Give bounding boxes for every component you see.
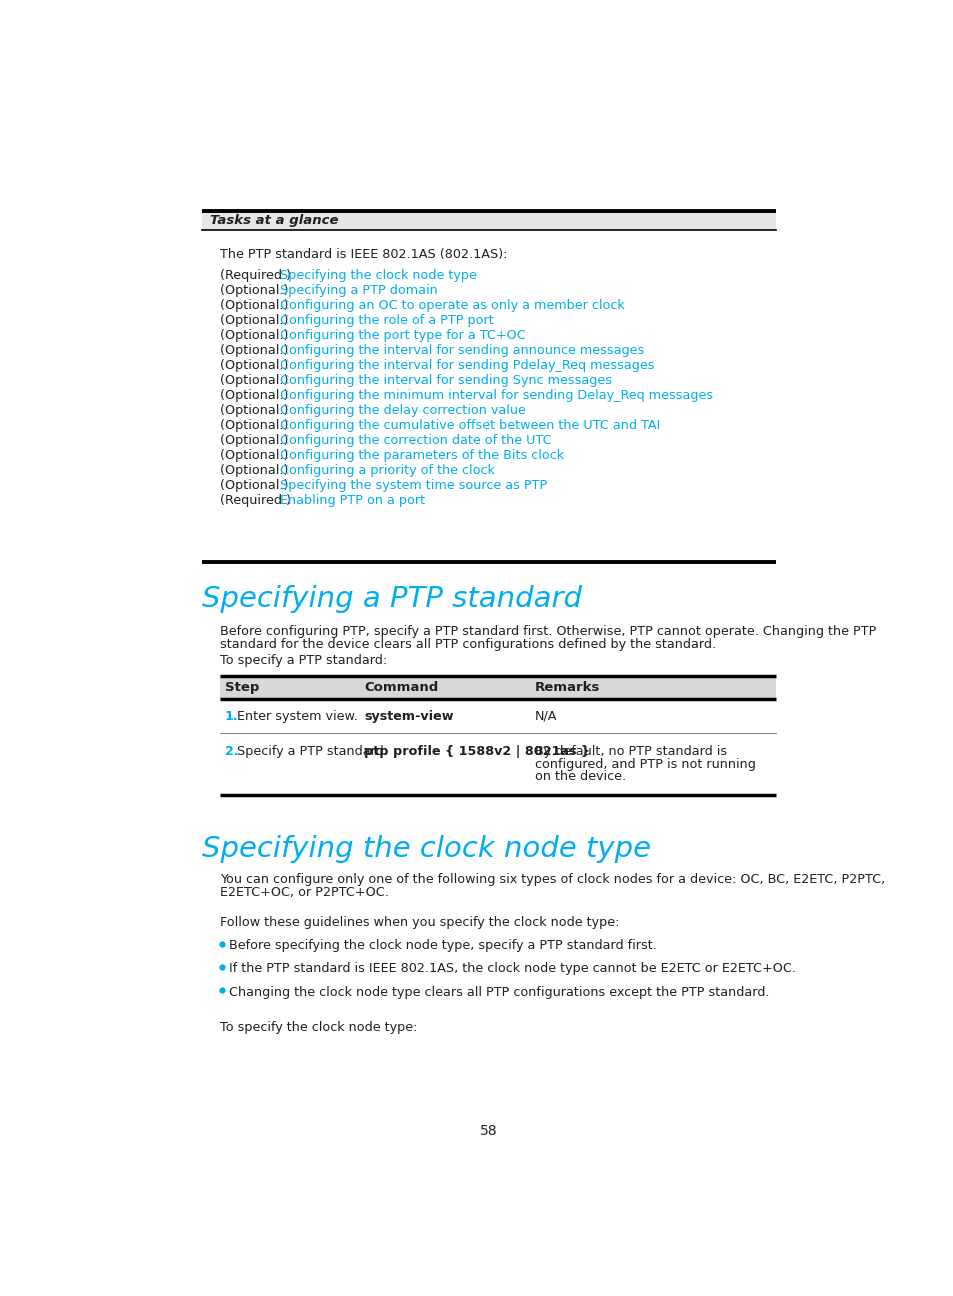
Text: Specifying the clock node type: Specifying the clock node type <box>202 835 651 863</box>
Text: (Optional.): (Optional.) <box>220 464 292 477</box>
Text: Before configuring PTP, specify a PTP standard first. Otherwise, PTP cannot oper: Before configuring PTP, specify a PTP st… <box>220 625 876 638</box>
Text: Configuring the interval for sending announce messages: Configuring the interval for sending ann… <box>280 343 644 356</box>
Text: Tasks at a glance: Tasks at a glance <box>210 214 338 227</box>
Text: Configuring a priority of the clock: Configuring a priority of the clock <box>280 464 495 477</box>
Text: (Required.): (Required.) <box>220 494 294 507</box>
Text: Configuring the interval for sending Sync messages: Configuring the interval for sending Syn… <box>280 373 612 386</box>
Text: configured, and PTP is not running: configured, and PTP is not running <box>534 758 755 771</box>
Text: Configuring the role of a PTP port: Configuring the role of a PTP port <box>280 314 494 327</box>
Text: Remarks: Remarks <box>534 682 599 695</box>
Text: (Optional.): (Optional.) <box>220 389 292 402</box>
Text: (Optional.): (Optional.) <box>220 404 292 417</box>
Text: E2ETC+OC, or P2PTC+OC.: E2ETC+OC, or P2PTC+OC. <box>220 886 389 899</box>
Text: The PTP standard is IEEE 802.1AS (802.1AS):: The PTP standard is IEEE 802.1AS (802.1A… <box>220 248 507 260</box>
Text: (Optional.): (Optional.) <box>220 329 292 342</box>
Text: Configuring the interval for sending Pdelay_Req messages: Configuring the interval for sending Pde… <box>280 359 655 372</box>
Text: Configuring the cumulative offset between the UTC and TAI: Configuring the cumulative offset betwee… <box>280 419 660 432</box>
Text: (Optional.): (Optional.) <box>220 448 292 461</box>
Text: Specify a PTP standard.: Specify a PTP standard. <box>236 745 388 758</box>
Text: 2.: 2. <box>224 745 238 758</box>
Text: Step: Step <box>224 682 259 695</box>
Text: Configuring the minimum interval for sending Delay_Req messages: Configuring the minimum interval for sen… <box>280 389 713 402</box>
Text: To specify the clock node type:: To specify the clock node type: <box>220 1021 417 1034</box>
Text: Specifying the clock node type: Specifying the clock node type <box>280 268 476 281</box>
Text: (Optional.): (Optional.) <box>220 373 292 386</box>
Text: ptp profile { 1588v2 | 8021as }: ptp profile { 1588v2 | 8021as } <box>364 745 590 758</box>
Text: Follow these guidelines when you specify the clock node type:: Follow these guidelines when you specify… <box>220 916 618 929</box>
Text: Configuring the port type for a TC+OC: Configuring the port type for a TC+OC <box>280 329 526 342</box>
Text: (Optional.): (Optional.) <box>220 480 292 492</box>
Text: (Optional.): (Optional.) <box>220 299 292 312</box>
Text: Specifying a PTP domain: Specifying a PTP domain <box>280 284 437 297</box>
Text: on the device.: on the device. <box>534 770 625 783</box>
Text: (Optional.): (Optional.) <box>220 419 292 432</box>
Text: (Optional.): (Optional.) <box>220 284 292 297</box>
Text: Configuring an OC to operate as only a member clock: Configuring an OC to operate as only a m… <box>280 299 624 312</box>
Text: Specifying a PTP standard: Specifying a PTP standard <box>202 586 581 613</box>
Text: Specifying the system time source as PTP: Specifying the system time source as PTP <box>280 480 547 492</box>
Text: Configuring the parameters of the Bits clock: Configuring the parameters of the Bits c… <box>280 448 564 461</box>
Bar <box>202 211 776 231</box>
Text: Changing the clock node type clears all PTP configurations except the PTP standa: Changing the clock node type clears all … <box>229 985 769 999</box>
Text: Command: Command <box>364 682 438 695</box>
Text: Enabling PTP on a port: Enabling PTP on a port <box>280 494 425 507</box>
Text: 1.: 1. <box>224 710 238 723</box>
Text: (Required.): (Required.) <box>220 268 294 281</box>
Text: Configuring the correction date of the UTC: Configuring the correction date of the U… <box>280 434 552 447</box>
Text: Before specifying the clock node type, specify a PTP standard first.: Before specifying the clock node type, s… <box>229 940 657 953</box>
Text: N/A: N/A <box>534 710 557 723</box>
Text: (Optional.): (Optional.) <box>220 343 292 356</box>
Text: To specify a PTP standard:: To specify a PTP standard: <box>220 654 387 667</box>
Text: (Optional.): (Optional.) <box>220 359 292 372</box>
Text: (Optional.): (Optional.) <box>220 314 292 327</box>
Text: If the PTP standard is IEEE 802.1AS, the clock node type cannot be E2ETC or E2ET: If the PTP standard is IEEE 802.1AS, the… <box>229 963 796 976</box>
Text: Enter system view.: Enter system view. <box>236 710 357 723</box>
Text: 58: 58 <box>479 1124 497 1138</box>
Text: (Optional.): (Optional.) <box>220 434 292 447</box>
Text: Configuring the delay correction value: Configuring the delay correction value <box>280 404 526 417</box>
Text: system-view: system-view <box>364 710 454 723</box>
Text: You can configure only one of the following six types of clock nodes for a devic: You can configure only one of the follow… <box>220 874 884 886</box>
Bar <box>220 677 776 699</box>
Text: By default, no PTP standard is: By default, no PTP standard is <box>534 745 726 758</box>
Text: standard for the device clears all PTP configurations defined by the standard.: standard for the device clears all PTP c… <box>220 639 716 652</box>
